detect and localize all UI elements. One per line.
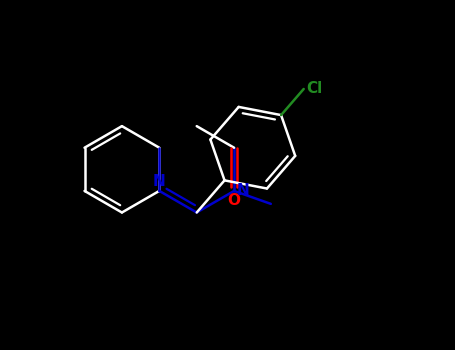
- Text: N: N: [237, 183, 249, 198]
- Text: Cl: Cl: [306, 82, 322, 97]
- Text: N: N: [153, 174, 166, 189]
- Text: O: O: [228, 194, 241, 208]
